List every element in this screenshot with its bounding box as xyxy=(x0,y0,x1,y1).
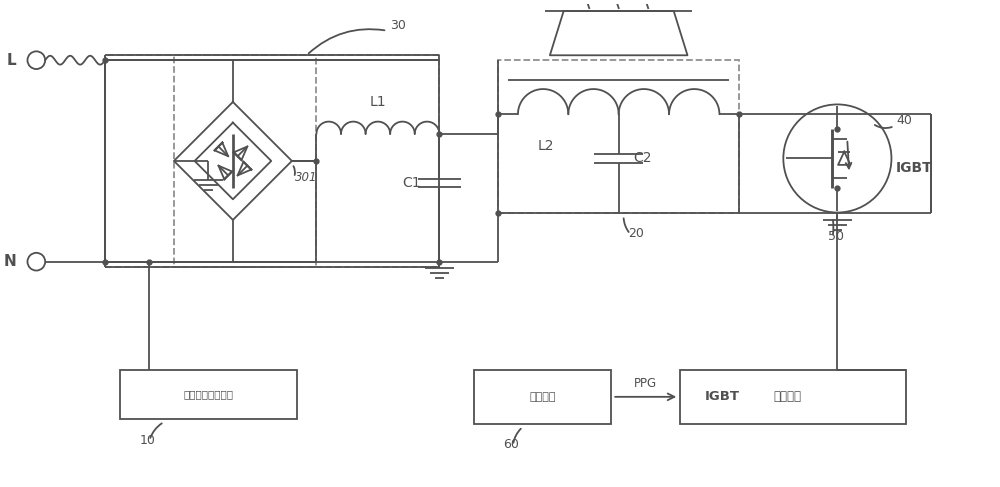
FancyArrowPatch shape xyxy=(513,429,521,443)
Text: IGBT: IGBT xyxy=(895,161,932,175)
Text: 10: 10 xyxy=(140,433,155,447)
Bar xyxy=(474,370,611,424)
FancyArrowPatch shape xyxy=(150,423,162,438)
Bar xyxy=(680,370,906,424)
FancyArrowPatch shape xyxy=(875,125,892,128)
Text: 30: 30 xyxy=(390,19,406,32)
Bar xyxy=(174,56,316,266)
Text: L: L xyxy=(7,53,17,68)
Text: 驱动单元: 驱动单元 xyxy=(773,391,801,403)
FancyArrowPatch shape xyxy=(624,218,629,232)
Bar xyxy=(105,56,439,266)
Bar xyxy=(120,370,297,419)
Text: 主控芒片: 主控芒片 xyxy=(529,392,556,402)
FancyArrowPatch shape xyxy=(293,166,295,175)
Text: 40: 40 xyxy=(896,114,912,127)
Text: C1: C1 xyxy=(402,176,421,190)
FancyArrowPatch shape xyxy=(309,29,384,54)
Text: N: N xyxy=(4,254,17,269)
Text: 301: 301 xyxy=(295,170,317,184)
Text: 60: 60 xyxy=(503,438,519,451)
Text: L2: L2 xyxy=(538,139,554,153)
Text: L1: L1 xyxy=(370,95,386,110)
Text: PPG: PPG xyxy=(634,377,657,390)
Text: 20: 20 xyxy=(629,227,644,240)
Text: IGBT: IGBT xyxy=(705,391,740,403)
Text: C2: C2 xyxy=(633,151,652,166)
Text: 电压过零检测单元: 电压过零检测单元 xyxy=(183,390,233,399)
Text: 50: 50 xyxy=(828,230,844,243)
Bar xyxy=(498,60,739,212)
